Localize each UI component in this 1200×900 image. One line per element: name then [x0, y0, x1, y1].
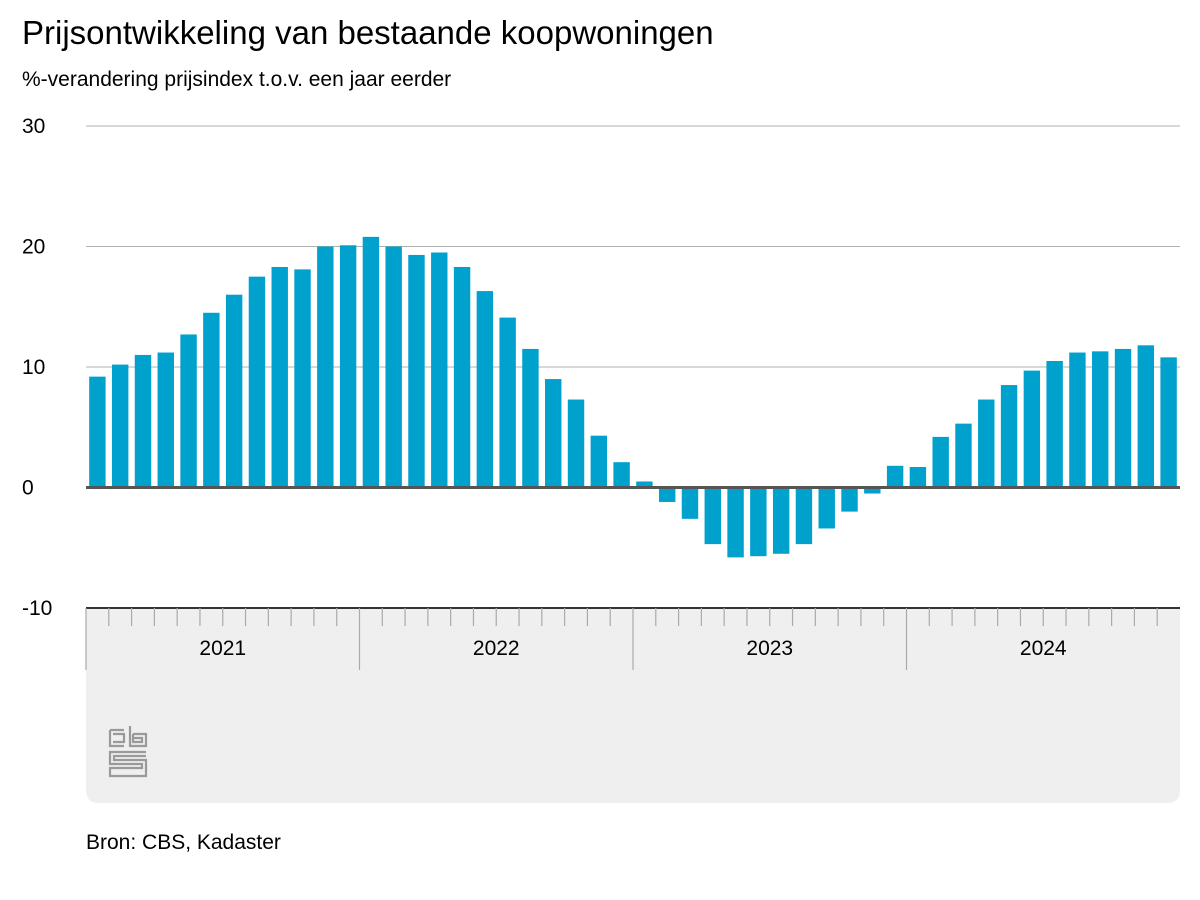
bar [909, 467, 927, 488]
bar [225, 294, 243, 488]
bar [567, 399, 585, 488]
bar [1137, 345, 1155, 488]
bar [1114, 348, 1132, 488]
bar [339, 245, 357, 488]
bar [795, 487, 813, 545]
y-axis-ticks: 30 20 10 0 -10 [22, 115, 52, 620]
bar [818, 487, 835, 529]
x-year-label: 2023 [746, 637, 793, 660]
x-year-label: 2021 [199, 637, 246, 660]
x-year-label: 2024 [1020, 637, 1067, 660]
bar [408, 254, 425, 488]
bar [1160, 357, 1177, 488]
y-tick-label: 0 [22, 477, 34, 500]
bar [522, 348, 539, 488]
bar [248, 276, 266, 488]
bar [1069, 352, 1086, 488]
source-note: Bron: CBS, Kadaster [86, 831, 281, 854]
bar [431, 252, 448, 488]
bar [545, 379, 562, 488]
y-tick-label: 20 [22, 236, 45, 259]
bar [658, 487, 676, 502]
y-tick-label: 10 [22, 356, 45, 379]
bar [636, 481, 653, 488]
bar [1092, 351, 1109, 488]
bar [317, 246, 334, 488]
cbs-logo-icon [108, 726, 148, 778]
bar [157, 352, 174, 488]
y-tick-label: 30 [22, 115, 45, 138]
bar [134, 354, 152, 488]
bar [294, 269, 311, 488]
bar [1023, 370, 1041, 488]
bar [271, 266, 288, 488]
bar [841, 487, 858, 512]
bar [932, 436, 949, 488]
bar [978, 399, 995, 488]
bar [362, 236, 380, 488]
bar [89, 376, 106, 488]
bar [886, 465, 904, 488]
bar [750, 487, 767, 557]
bar [681, 487, 699, 519]
bar [704, 487, 721, 545]
bar [111, 364, 129, 488]
bar [590, 435, 608, 488]
bar [613, 462, 630, 488]
gridlines [86, 125, 1180, 368]
bar [955, 423, 972, 488]
bar [203, 312, 220, 488]
chart-title: Prijsontwikkeling van bestaande koopwoni… [22, 14, 714, 51]
bar [727, 487, 744, 558]
bar [453, 266, 471, 488]
bar [385, 246, 402, 488]
x-axis: 2021 2022 2023 2024 [85, 607, 1180, 670]
bar [772, 487, 790, 554]
y-tick-label: -10 [22, 597, 52, 620]
bar [864, 487, 881, 494]
chart-subtitle: %-verandering prijsindex t.o.v. een jaar… [22, 68, 452, 91]
bar [1046, 360, 1063, 488]
bars [86, 236, 1180, 558]
bar [499, 317, 516, 488]
bar [180, 334, 197, 488]
bar [1000, 385, 1018, 488]
x-year-label: 2022 [473, 637, 520, 660]
bar [476, 291, 494, 488]
